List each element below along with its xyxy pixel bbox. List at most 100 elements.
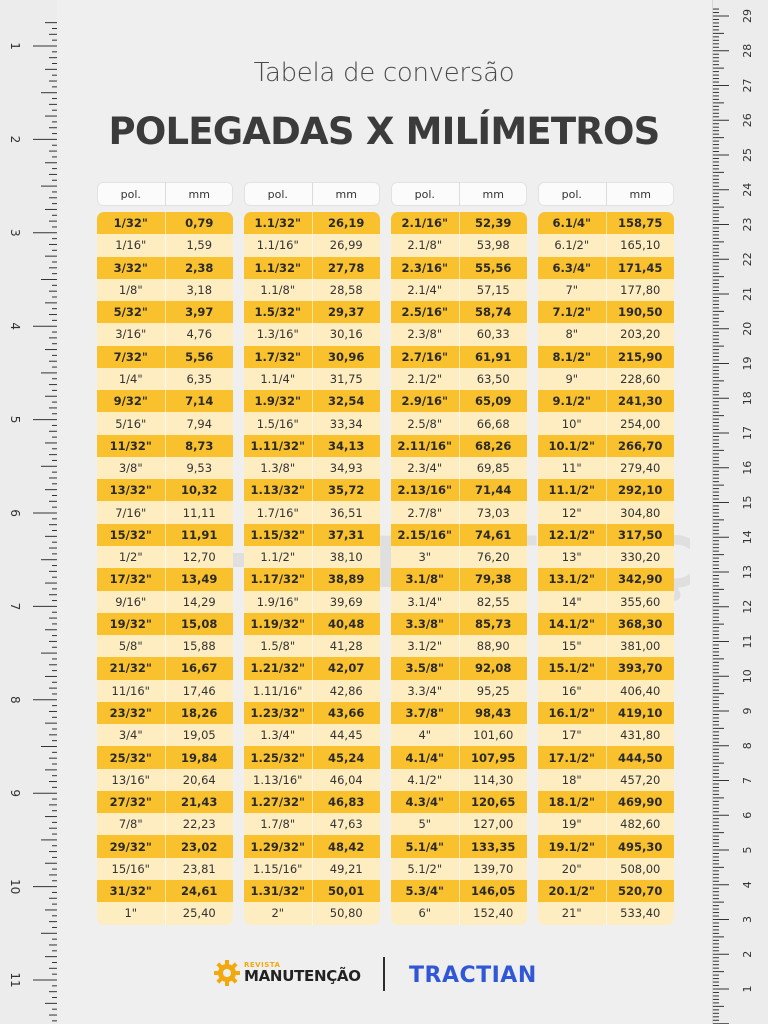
cell-mm: 393,70 (618, 661, 663, 676)
table-row: 1.9/16" 39,69 (244, 590, 380, 613)
cell-pol: 1.21/32" (244, 657, 313, 680)
cell-mm: 1,59 (186, 238, 213, 253)
table-row: 29/32" 23,02 (97, 835, 233, 858)
cell-pol: 25/32" (97, 746, 166, 769)
table-row: 5" 127,00 (391, 813, 527, 836)
cell-mm: 241,30 (618, 394, 663, 409)
column-header-mm: mm (629, 187, 651, 201)
cell-mm: 85,73 (475, 616, 512, 631)
cell-pol: 1.25/32" (244, 746, 313, 769)
cell-mm: 95,25 (476, 683, 510, 698)
table-row: 2.13/16" 71,44 (391, 479, 527, 502)
cell-pol: 16" (538, 679, 607, 702)
cell-mm: 43,66 (328, 705, 365, 720)
cell-pol: 5/8" (97, 635, 166, 658)
cell-pol: 9.1/2" (538, 390, 607, 413)
cell-mm: 74,61 (475, 527, 512, 542)
cell-pol: 6.1/4" (538, 212, 607, 235)
column-header-mm: mm (482, 187, 504, 201)
cell-mm: 46,83 (328, 795, 365, 810)
cell-pol: 1/8" (97, 278, 166, 302)
table-row: 8.1/2" 215,90 (538, 345, 674, 368)
cell-mm: 65,09 (475, 394, 512, 409)
table-row: 1.1/16" 26,99 (244, 234, 380, 257)
table-row: 15" 381,00 (538, 635, 674, 658)
cell-pol: 11" (538, 456, 607, 480)
cell-mm: 11,11 (182, 505, 216, 520)
ruler-right-label: 26 (741, 113, 754, 127)
cell-mm: 52,39 (475, 216, 512, 231)
table-row: 3.3/4" 95,25 (391, 679, 527, 702)
conversion-table-4: pol. mm 6.1/4" 158,75 6.1/2" 165,10 6.3/4" 17… (538, 182, 674, 925)
footer-divider (383, 957, 385, 991)
table-row: 7/32" 5,56 (97, 345, 233, 368)
cell-pol: 1.7/8" (244, 813, 313, 836)
cell-pol: 1.15/16" (244, 857, 313, 880)
cell-pol: 13.1/2" (538, 568, 607, 591)
table-row: 1.7/16" 36,51 (244, 501, 380, 524)
table-row: 18" 457,20 (538, 768, 674, 791)
cell-mm: 19,05 (182, 728, 216, 743)
cell-pol: 11/16" (97, 679, 166, 702)
cell-mm: 71,44 (475, 483, 512, 498)
cell-mm: 28,58 (329, 282, 363, 297)
cell-pol: 6.3/4" (538, 256, 607, 279)
cell-pol: 2.3/8" (391, 323, 460, 346)
cell-mm: 146,05 (471, 884, 516, 899)
ruler-right-label: 18 (741, 391, 754, 405)
cell-mm: 92,08 (475, 661, 512, 676)
table-row: 6.1/4" 158,75 (538, 212, 674, 235)
table-row: 1.15/32" 37,31 (244, 523, 380, 546)
cell-pol: 11/32" (97, 434, 166, 457)
ruler-right-label: 12 (741, 600, 754, 614)
cell-mm: 30,96 (328, 349, 365, 364)
cell-mm: 32,54 (328, 394, 365, 409)
table-row: 2.7/8" 73,03 (391, 501, 527, 524)
gear-icon (214, 960, 240, 986)
cell-mm: 82,55 (476, 594, 510, 609)
cell-pol: 1.1/32" (244, 212, 313, 235)
cell-pol: 5/16" (97, 412, 166, 435)
cell-pol: 1.9/32" (244, 390, 313, 413)
table-row: 12.1/2" 317,50 (538, 523, 674, 546)
cell-mm: 355,60 (620, 594, 661, 609)
cell-mm: 88,90 (476, 639, 510, 654)
table-row: 5/8" 15,88 (97, 635, 233, 658)
ruler-right-label: 8 (741, 742, 754, 749)
cell-mm: 15,08 (181, 616, 218, 631)
ruler-right-label: 23 (741, 218, 754, 232)
cell-pol: 2.3/16" (391, 256, 460, 279)
cell-pol: 14.1/2" (538, 612, 607, 636)
cell-pol: 3.1/4" (391, 590, 460, 613)
column-header-pol: pol. (244, 182, 313, 206)
cell-mm: 7,14 (185, 394, 214, 409)
cell-pol: 10" (538, 412, 607, 435)
column-header-pol: pol. (391, 182, 460, 206)
cell-pol: 5.3/4" (391, 879, 460, 903)
table-row: 10.1/2" 266,70 (538, 434, 674, 457)
table-row: 1.23/32" 43,66 (244, 701, 380, 725)
table-row: 20" 508,00 (538, 857, 674, 880)
table-row: 9/32" 7,14 (97, 390, 233, 413)
ruler-right-label: 24 (741, 183, 754, 197)
cell-pol: 3.1/2" (391, 635, 460, 658)
cell-pol: 1.11/16" (244, 679, 313, 702)
cell-mm: 34,93 (329, 461, 363, 476)
cell-mm: 26,99 (329, 238, 363, 253)
table-row: 5.1/2" 139,70 (391, 857, 527, 880)
table-row: 13.1/2" 342,90 (538, 568, 674, 591)
cell-pol: 1.13/16" (244, 768, 313, 791)
cell-mm: 42,86 (329, 683, 363, 698)
cell-mm: 50,80 (329, 906, 363, 921)
cell-pol: 1/4" (97, 367, 166, 391)
cell-mm: 39,69 (329, 594, 363, 609)
table-row: 27/32" 21,43 (97, 790, 233, 814)
cell-pol: 6.1/2" (538, 234, 607, 257)
ruler-left-label: 10 (8, 879, 22, 894)
table-row: 25/32" 19,84 (97, 746, 233, 769)
cell-mm: 50,01 (328, 884, 365, 899)
ruler-right-label: 13 (741, 565, 754, 579)
cell-pol: 1/32" (97, 212, 166, 235)
table-row: 3/16" 4,76 (97, 323, 233, 346)
table-row: 9.1/2" 241,30 (538, 390, 674, 413)
